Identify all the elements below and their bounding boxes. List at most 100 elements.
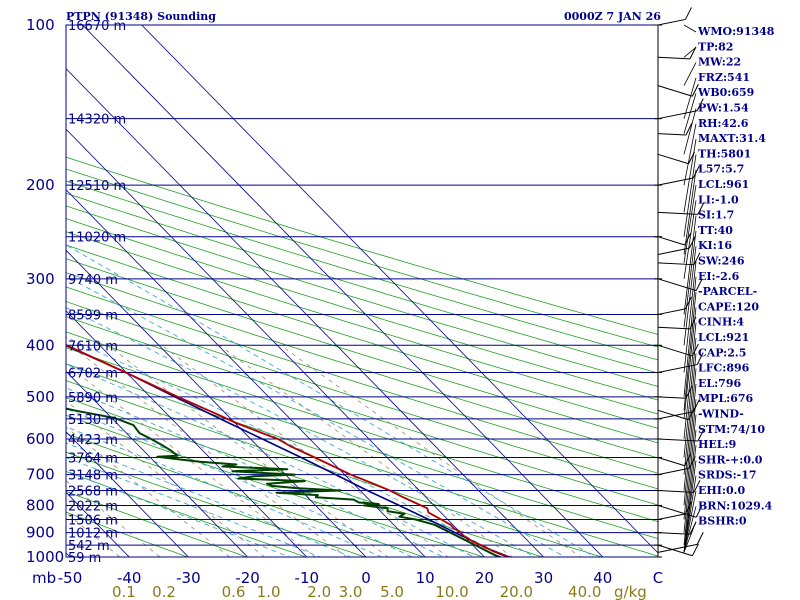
height-label: 5890 m [68, 391, 118, 406]
index-connector [683, 307, 697, 419]
temperature-tick-label: -20 [235, 569, 260, 587]
index-label: LCL:961 [698, 178, 749, 191]
height-label: 9740 m [68, 273, 118, 288]
index-label: SW:246 [698, 255, 745, 268]
index-label: CINH:4 [698, 316, 744, 329]
isotherm [66, 189, 426, 557]
wind-barb-flag [696, 352, 704, 365]
isotherm [81, 25, 604, 557]
index-connector [683, 490, 697, 553]
dry-adiabat [66, 511, 189, 557]
wind-barb-flag [693, 480, 701, 493]
temperature-tick-label: -50 [58, 569, 83, 587]
height-label: 3148 m [68, 469, 118, 484]
chart-subtitle: 0000Z 7 JAN 26 [564, 10, 661, 23]
isotherms [66, 25, 658, 557]
mixing-ratio-line [66, 426, 231, 557]
wind-barb-flag [697, 202, 705, 215]
temperature-tick-label: 30 [534, 569, 553, 587]
pressure-unit-label: mb [32, 569, 56, 587]
index-connector [683, 215, 697, 315]
plot-frame [65, 24, 659, 558]
temperature-tick-label: 10 [416, 569, 435, 587]
wind-barb [657, 308, 686, 315]
index-connector [683, 353, 697, 475]
index-connector [683, 93, 697, 134]
index-label: KI:16 [698, 239, 732, 252]
wind-barb-flag [692, 399, 700, 412]
wind-barb [657, 326, 690, 330]
index-label: MPL:676 [698, 392, 754, 405]
index-connector [683, 62, 697, 86]
index-connector [683, 475, 697, 553]
mixing-ratio-line [66, 400, 266, 557]
isobars [66, 24, 658, 558]
height-label: 2022 m [68, 499, 118, 514]
index-label: BSHR:0 [698, 515, 747, 528]
isotherm [66, 310, 308, 557]
wind-barb [657, 409, 689, 421]
temperature-tick-label: 20 [475, 569, 494, 587]
wind-barb-flag [696, 532, 704, 545]
index-label: CAP:2.5 [698, 346, 746, 359]
index-connector [683, 46, 697, 58]
mixing-ratio-line [107, 344, 389, 557]
wind-barb [657, 438, 698, 442]
temperature-tick-label: 0 [361, 569, 371, 587]
index-connector [683, 108, 697, 155]
index-label: LFC:896 [698, 362, 750, 375]
wind-barb-flag [691, 84, 699, 97]
index-connector [683, 506, 697, 553]
wind-barb [657, 532, 690, 535]
height-label: 59 m [68, 551, 101, 566]
height-label: 1506 m [68, 513, 118, 528]
index-label: TH:5801 [698, 147, 751, 160]
wind-barb [657, 236, 685, 246]
index-connector [683, 184, 697, 263]
index-label: WB0:659 [697, 86, 754, 99]
index-label: MW:22 [698, 56, 741, 69]
index-label: WMO:91348 [697, 25, 775, 38]
wind-barb-flag [691, 543, 699, 557]
index-label: PW:1.54 [698, 102, 749, 115]
index-connector [683, 139, 697, 213]
index-label: FRZ:541 [698, 71, 750, 84]
moist-adiabat [66, 426, 383, 557]
indices-panel: WMO:91348 TP:82 MW:22 FRZ:541 WB0:659 PW:1.54… [697, 25, 775, 528]
index-label: SRDS:-17 [698, 469, 757, 482]
mixing-ratio-tick-label: 3.0 [339, 583, 363, 600]
profile-lines [66, 344, 513, 557]
wind-barb [657, 177, 694, 186]
index-connector [683, 276, 697, 397]
wind-barb [657, 85, 693, 97]
wind-barb-flag [691, 343, 699, 357]
dry-adiabat [66, 180, 658, 361]
isotherm [141, 25, 658, 554]
temperature-line [66, 344, 513, 557]
pressure-tick-label: 700 [26, 466, 55, 484]
parcel-line [66, 344, 510, 557]
height-label: 7610 m [68, 339, 118, 354]
index-label: LI:-1.0 [698, 193, 739, 206]
index-label: RH:42.6 [698, 117, 749, 130]
mixing-ratio-tick-label: 20.0 [500, 583, 533, 600]
index-connector [683, 429, 697, 546]
pressure-tick-label: 500 [26, 388, 55, 406]
dry-adiabat [66, 451, 367, 557]
mixing-ratio-line [66, 480, 161, 557]
wind-barb [657, 56, 690, 60]
wind-barb [657, 153, 689, 165]
height-label: 16670 m [68, 19, 126, 34]
wind-barb [657, 278, 697, 292]
wind-barb [657, 544, 693, 557]
height-label: 1012 m [68, 527, 118, 542]
temperature-tick-label: -40 [117, 569, 142, 587]
mixing-ratio-tick-label: 5.0 [380, 583, 404, 600]
pressure-tick-label: 300 [26, 270, 55, 288]
height-label: 4423 m [68, 433, 118, 448]
index-label: EHI:0.0 [698, 484, 745, 497]
wind-barb-flag [688, 235, 696, 249]
index-label: SI:1.7 [698, 209, 734, 222]
